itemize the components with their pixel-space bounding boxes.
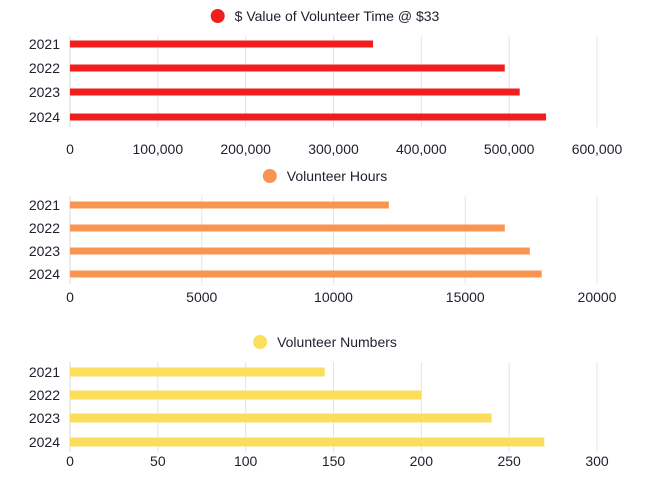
x-tick-label: 0 (66, 141, 74, 157)
category-label: 2024 (29, 266, 60, 282)
x-tick-label: 0 (66, 453, 74, 469)
x-tick-label: 200 (410, 453, 434, 469)
category-label: 2023 (29, 410, 60, 426)
chart-2: Volunteer Hours 2021 2022 2023 2024 0 5000 1000… (29, 168, 617, 305)
bar-2023 (70, 247, 530, 255)
category-label: 2021 (29, 364, 60, 380)
bar-2022 (70, 224, 505, 232)
legend-label: $ Value of Volunteer Time @ $33 (235, 8, 440, 24)
x-tick-label: 100,000 (133, 141, 184, 157)
bar-2023 (70, 88, 520, 96)
bar-2021 (70, 367, 325, 377)
bar-2021 (70, 40, 374, 48)
legend: Volunteer Hours (262, 168, 387, 184)
x-tick-label: 300 (585, 453, 609, 469)
category-label: 2024 (29, 434, 60, 450)
bar-2024 (70, 270, 542, 278)
x-tick-label: 250 (497, 453, 521, 469)
category-label: 2024 (29, 109, 60, 125)
x-tick-label: 600,000 (572, 141, 623, 157)
x-tick-label: 15000 (446, 289, 485, 305)
chart-1: $ Value of Volunteer Time @ $33 2021 2022 2… (29, 8, 623, 157)
category-label: 2023 (29, 243, 60, 259)
x-tick-label: 150 (322, 453, 346, 469)
legend-swatch (262, 169, 277, 183)
bar-2021 (70, 201, 389, 209)
category-label: 2022 (29, 387, 60, 403)
x-tick-label: 300,000 (308, 141, 359, 157)
x-tick-label: 200,000 (220, 141, 271, 157)
x-tick-label: 20000 (578, 289, 617, 305)
bar-2024 (70, 113, 547, 121)
category-label: 2022 (29, 60, 60, 76)
x-tick-label: 5000 (186, 289, 217, 305)
x-tick-label: 50 (150, 453, 166, 469)
legend: $ Value of Volunteer Time @ $33 (210, 8, 440, 24)
legend: Volunteer Numbers (253, 334, 397, 350)
bar-2023 (70, 413, 492, 423)
category-label: 2023 (29, 84, 60, 100)
bar-2022 (70, 390, 422, 400)
chart-3: Volunteer Numbers 2021 2022 2023 2024 0 50 100 1… (29, 334, 609, 469)
category-label: 2022 (29, 220, 60, 236)
x-tick-label: 0 (66, 289, 74, 305)
x-tick-label: 10000 (314, 289, 353, 305)
x-tick-label: 500,000 (484, 141, 535, 157)
x-tick-label: 100 (234, 453, 258, 469)
category-label: 2021 (29, 197, 60, 213)
bar-2022 (70, 64, 505, 72)
legend-label: Volunteer Numbers (277, 334, 397, 350)
x-tick-label: 400,000 (396, 141, 447, 157)
legend-label: Volunteer Hours (287, 168, 387, 184)
legend-swatch (210, 9, 225, 23)
legend-swatch (253, 335, 268, 349)
bar-2024 (70, 437, 545, 447)
category-label: 2021 (29, 36, 60, 52)
